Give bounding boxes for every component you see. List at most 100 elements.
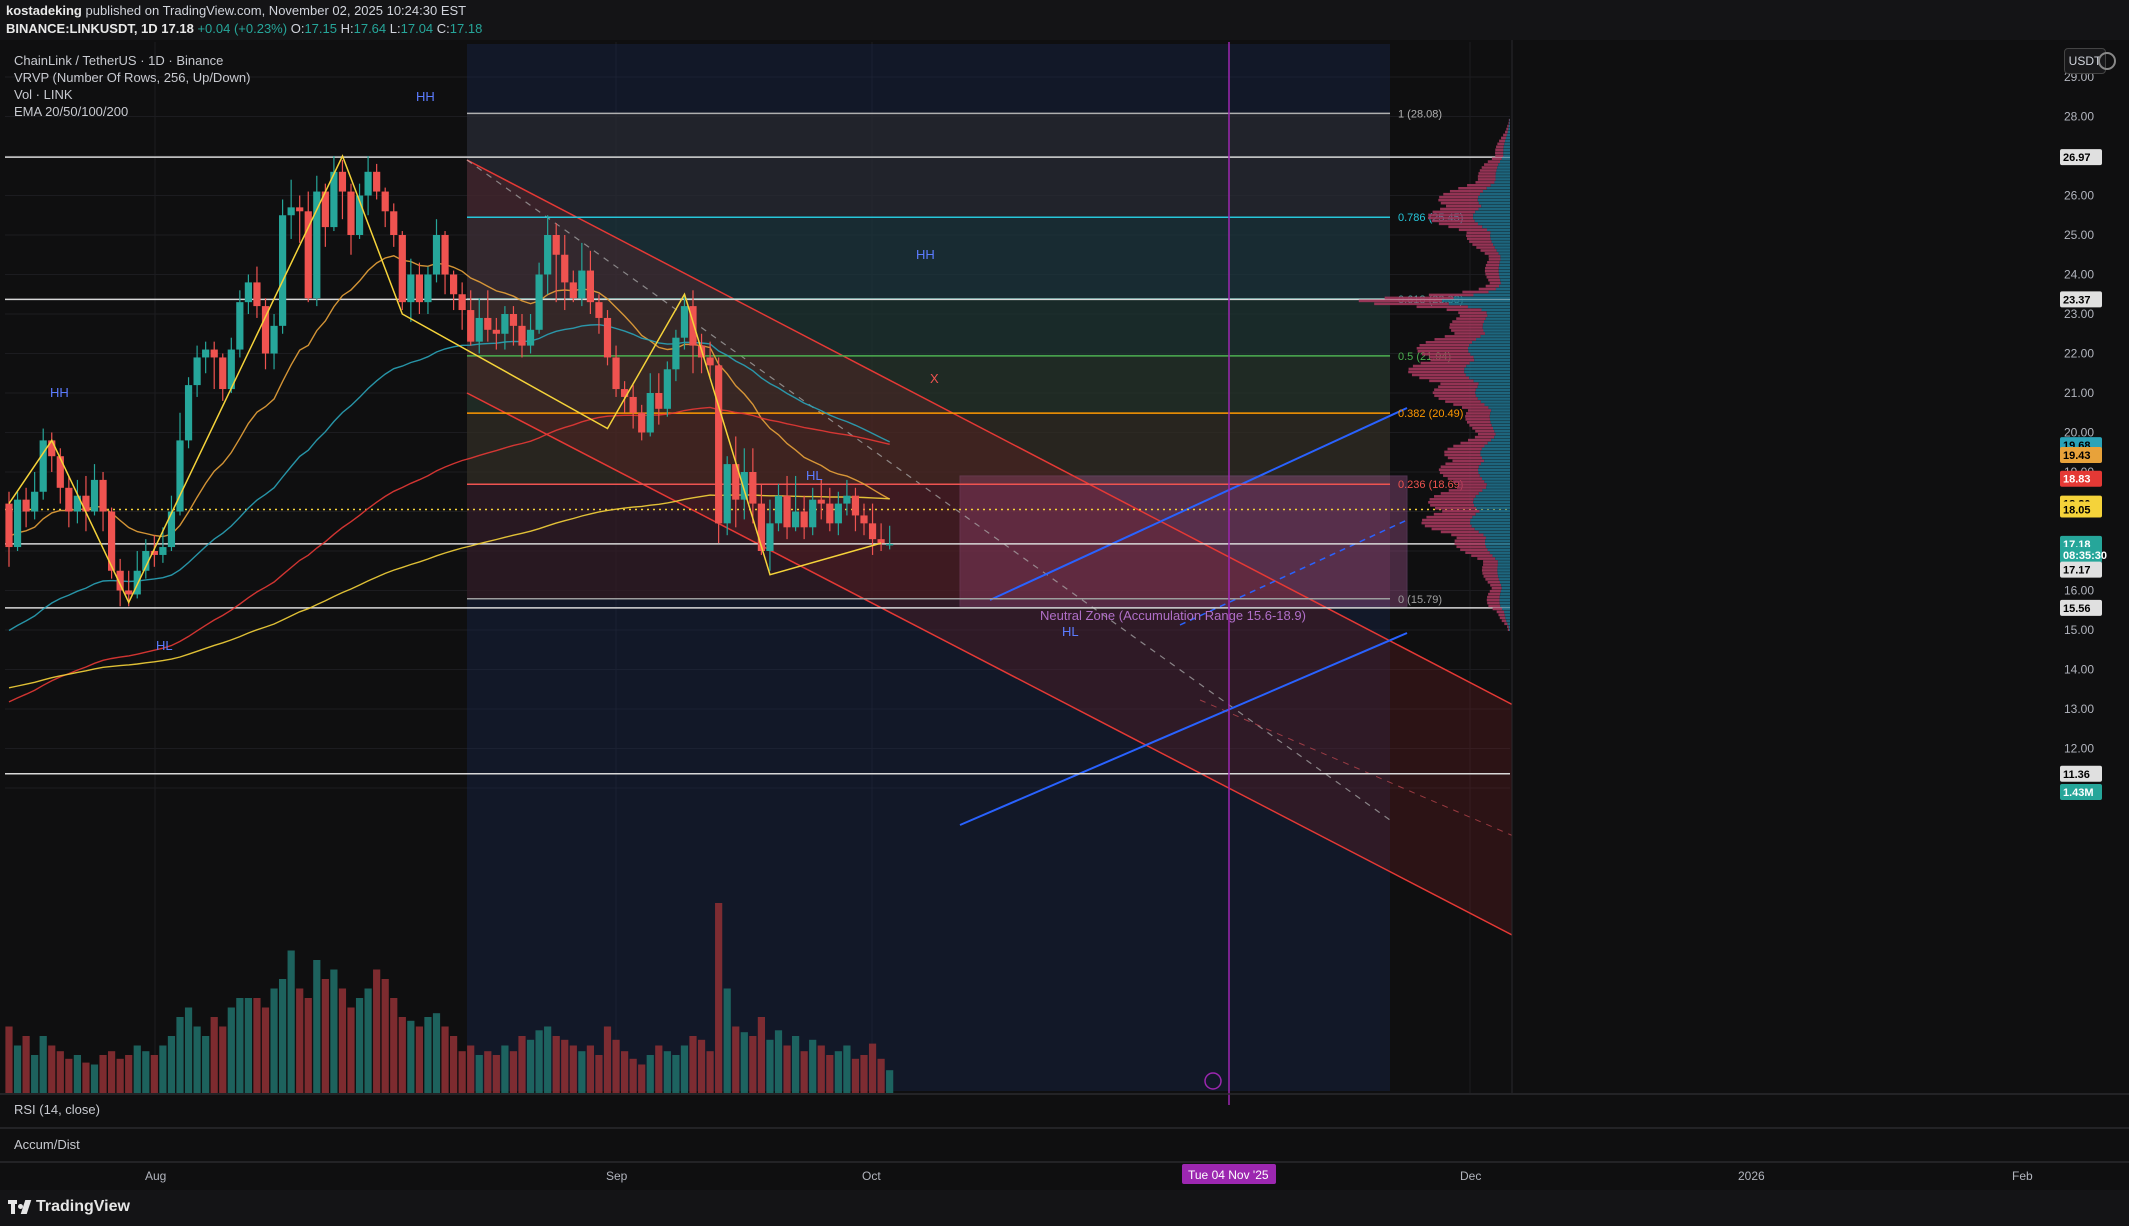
swing-label: HL	[1062, 624, 1079, 639]
price-tick-label: 13.00	[2064, 702, 2094, 716]
ohlc-o-label: O:	[290, 21, 305, 36]
volume-profile-row-down	[1430, 503, 1475, 507]
volume-profile-row-down	[1495, 151, 1504, 155]
ohlc-h-label: H:	[340, 21, 354, 36]
volume-profile-row-down	[1478, 432, 1496, 436]
volume-bar	[270, 988, 278, 1093]
volume-profile-row-up	[1474, 219, 1510, 223]
volume-profile-row-up	[1505, 136, 1510, 140]
volume-profile-row-up	[1482, 489, 1510, 492]
volume-profile-row-up	[1500, 255, 1510, 258]
volume-profile-row-up	[1470, 352, 1510, 356]
price-axis-bg	[1512, 40, 2129, 1094]
ema-line	[8, 323, 891, 632]
volume-profile-row-down	[1483, 563, 1498, 566]
candle-body	[544, 235, 552, 275]
price-tag-bg	[2060, 561, 2102, 578]
volume-profile-row-down	[1412, 364, 1467, 368]
volume-profile-row-down	[1495, 148, 1504, 152]
candle-body	[347, 191, 355, 235]
settings-gear-icon[interactable]	[2098, 52, 2116, 70]
candle-body	[834, 503, 842, 524]
price-tag-bg	[2060, 149, 2102, 166]
volume-profile-row-down	[1485, 284, 1500, 288]
price-change: +0.04 (+0.23%)	[197, 21, 288, 36]
volume-profile-row-up	[1475, 391, 1510, 394]
volume-bar	[501, 1045, 509, 1093]
volume-profile-row-down	[1443, 192, 1480, 196]
volume-profile-row-down	[1487, 595, 1500, 599]
candle-body	[13, 499, 22, 548]
volume-profile-row-down	[1466, 231, 1491, 235]
candle-body	[621, 389, 629, 397]
volume-bar	[125, 1055, 133, 1093]
candle-body	[732, 464, 740, 500]
ohlc-c-value: 17.18	[449, 21, 483, 36]
candle-body	[330, 171, 338, 228]
volume-profile-row-up	[1480, 450, 1510, 454]
volume-profile-row-up	[1498, 269, 1510, 273]
author-name[interactable]: kostadeking	[6, 3, 82, 18]
legend-vrvp[interactable]: VRVP (Number Of Rows, 256, Up/Down)	[14, 70, 251, 85]
volume-profile-row-down	[1448, 489, 1483, 492]
volume-profile-row-down	[1440, 207, 1479, 211]
chart-legend: ChainLink / TetherUS · 1D · Binance VRVP…	[14, 52, 251, 120]
volume-profile-row-down	[1421, 521, 1471, 525]
volume-profile-row-down	[1434, 394, 1476, 397]
volume-profile-row-up	[1500, 258, 1510, 261]
volume-profile-row-up	[1479, 474, 1510, 477]
volume-profile-row-up	[1473, 293, 1510, 297]
time-tick-label: Dec	[1460, 1169, 1481, 1183]
legend-title[interactable]: ChainLink / TetherUS · 1D · Binance	[14, 53, 224, 68]
volume-profile-row-up	[1494, 181, 1510, 184]
volume-profile-row-up	[1473, 355, 1510, 359]
volume-bar	[621, 1051, 629, 1093]
legend-volume[interactable]: Vol · LINK	[14, 87, 73, 102]
volume-bar	[697, 1039, 706, 1093]
candle-body	[270, 325, 278, 354]
volume-profile-row-up	[1464, 367, 1510, 371]
price-tag-label: 18.83	[2063, 474, 2091, 486]
candle-body	[501, 314, 509, 334]
volume-profile-row-up	[1508, 628, 1510, 631]
ema-line	[8, 255, 891, 538]
candle-body	[851, 495, 860, 516]
volume-profile-row-up	[1489, 415, 1510, 418]
candle-body	[65, 487, 73, 512]
brand-name: TradingView	[36, 1198, 130, 1215]
volume-profile-row-up	[1486, 311, 1510, 315]
channel-mid-dashed	[466, 159, 1391, 821]
rsi-pane-label[interactable]: RSI (14, close)	[14, 1102, 100, 1117]
tradingview-brand[interactable]: TradingView	[8, 1198, 130, 1216]
volume-profile-row-down	[1490, 583, 1502, 587]
accum-dist-pane-label[interactable]: Accum/Dist	[14, 1137, 80, 1152]
candle-body	[603, 317, 612, 358]
swing-label: HL	[806, 468, 823, 483]
volume-bar	[860, 1055, 868, 1093]
volume-profile-row-up	[1494, 435, 1510, 439]
volume-profile-row-up	[1465, 373, 1510, 377]
volume-profile-row-up	[1499, 581, 1510, 584]
volume-profile-row-down	[1419, 376, 1470, 380]
volume-profile-row-down	[1444, 335, 1481, 338]
volume-bar	[150, 1055, 158, 1093]
volume-profile-row-up	[1468, 346, 1510, 350]
volume-profile-row-down	[1430, 358, 1475, 362]
volume-bar	[82, 1062, 90, 1093]
candle-body	[159, 547, 167, 555]
volume-profile-row-up	[1499, 284, 1510, 288]
price-chart[interactable]: 1 (28.08)0.786 (25.45)0.618 (23.38)0.5 (…	[0, 0, 2129, 1190]
date-marker-tag-label: Tue 04 Nov '25	[1188, 1168, 1269, 1182]
volume-profile-row-up	[1482, 456, 1510, 460]
volume-profile-row-up	[1504, 613, 1510, 617]
currency-button[interactable]: USDT	[2064, 48, 2106, 74]
volume-profile-row-up	[1495, 178, 1510, 181]
volume-profile-row-up	[1497, 569, 1510, 572]
volume-profile-row-up	[1474, 527, 1510, 531]
legend-ema[interactable]: EMA 20/50/100/200	[14, 104, 129, 119]
volume-profile-row-down	[1429, 379, 1474, 383]
volume-profile-row-down	[1474, 435, 1495, 439]
volume-profile-row-up	[1478, 471, 1510, 474]
volume-profile-row-up	[1466, 364, 1510, 368]
volume-profile-row-down	[1435, 506, 1477, 510]
